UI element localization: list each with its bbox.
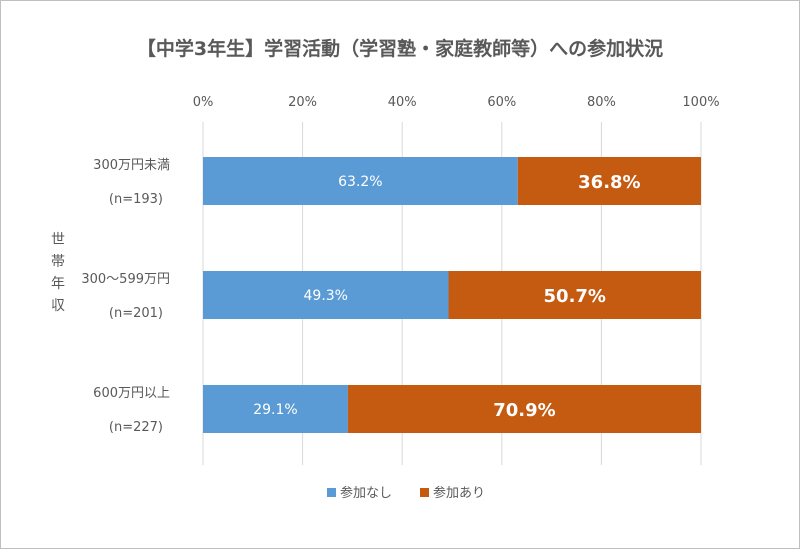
y-axis-label-char: 世 — [51, 232, 65, 248]
data-label: 70.9% — [493, 400, 555, 421]
x-tick-label: 0% — [193, 95, 214, 110]
category-count: (n=193) — [109, 192, 163, 207]
y-axis-label-char: 帯 — [51, 254, 65, 270]
legend-label: 参加あり — [433, 485, 485, 501]
chart-title: 【中学3年生】学習活動（学習塾・家庭教師等）への参加状況 — [136, 38, 664, 60]
data-label: 36.8% — [578, 172, 640, 193]
x-tick-label: 20% — [288, 95, 317, 110]
data-label: 63.2% — [338, 174, 382, 190]
category-count: (n=227) — [109, 420, 163, 435]
category-label: 300～599万円 — [81, 272, 170, 287]
bar-participation — [517, 157, 701, 205]
bar-no-participation — [203, 385, 348, 433]
bar-no-participation — [203, 271, 449, 319]
data-label: 50.7% — [544, 286, 606, 307]
x-tick-label: 60% — [487, 95, 516, 110]
x-tick-label: 80% — [587, 95, 616, 110]
y-axis-label-char: 収 — [51, 298, 65, 314]
bar-participation — [347, 385, 701, 433]
bar-participation — [448, 271, 701, 319]
legend-swatch-yes — [420, 488, 429, 497]
x-tick-label: 100% — [682, 95, 719, 110]
x-tick-label: 40% — [388, 95, 417, 110]
category-label: 600万円以上 — [93, 386, 170, 401]
data-label: 29.1% — [253, 402, 297, 418]
data-label: 49.3% — [304, 288, 348, 304]
y-axis-label-char: 年 — [51, 276, 65, 292]
legend-label: 参加なし — [340, 485, 392, 501]
legend-swatch-no — [327, 488, 336, 497]
category-label: 300万円未満 — [93, 158, 170, 173]
category-count: (n=201) — [109, 306, 163, 321]
bar-no-participation — [203, 157, 518, 205]
